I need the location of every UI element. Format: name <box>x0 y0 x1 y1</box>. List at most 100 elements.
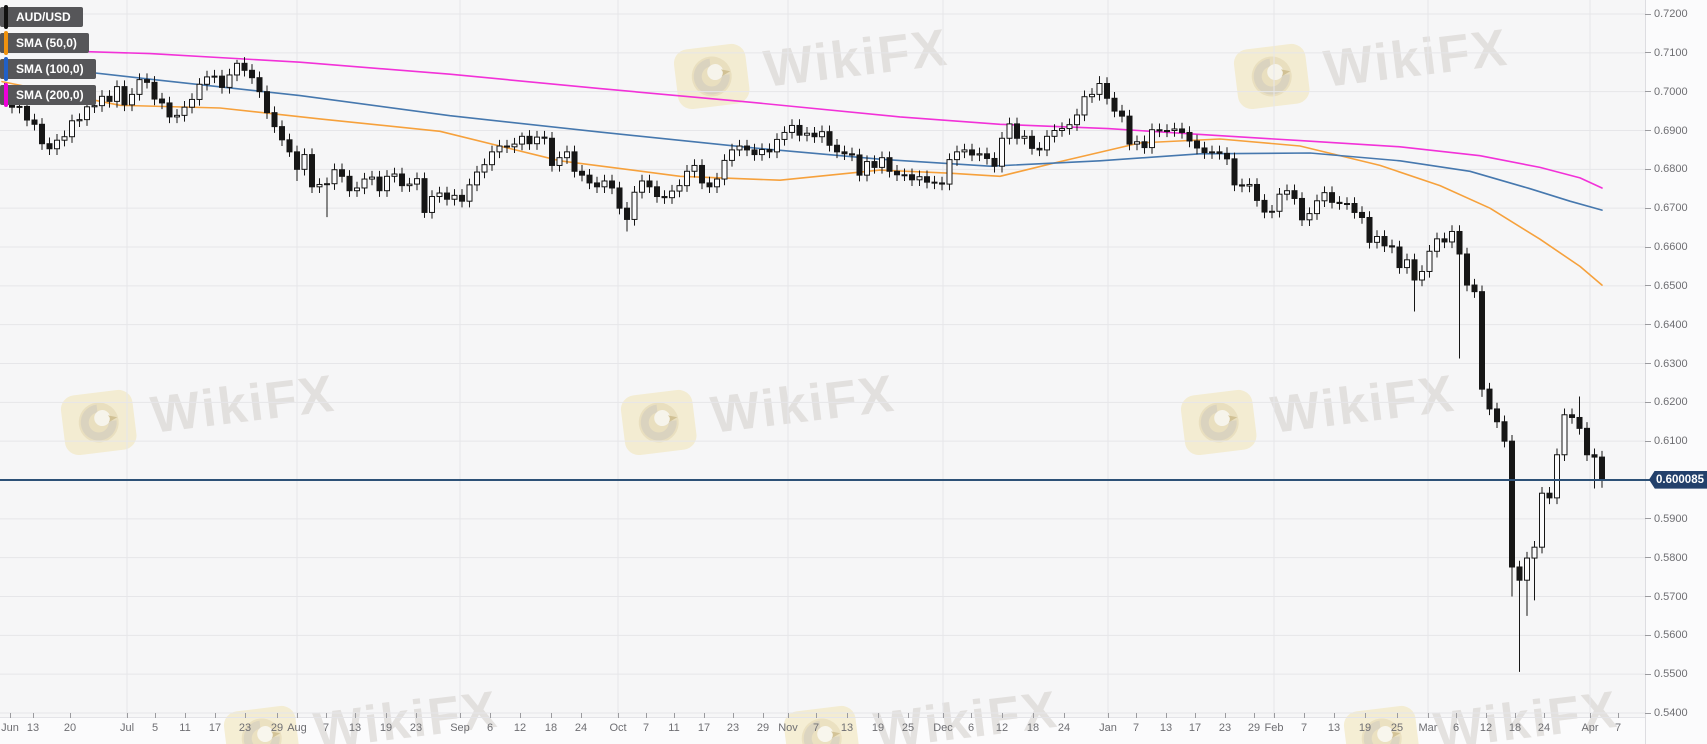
candle <box>999 137 1005 167</box>
x-axis-tick <box>1002 713 1003 718</box>
candle <box>504 145 510 148</box>
candle <box>316 183 323 188</box>
candle <box>1419 270 1425 281</box>
candle <box>31 119 38 125</box>
x-axis-label: 13 <box>348 722 362 734</box>
candle <box>264 91 270 114</box>
y-axis-tick <box>1645 91 1651 93</box>
candle <box>444 192 450 200</box>
candle <box>339 169 345 177</box>
candle <box>1314 200 1320 215</box>
x-axis-label: 13 <box>1159 722 1173 734</box>
candle <box>631 191 638 220</box>
x-axis-tick <box>1304 713 1305 718</box>
x-axis-label: 24 <box>1537 722 1551 734</box>
candle <box>219 75 225 88</box>
x-axis-tick <box>1590 713 1591 718</box>
x-axis-tick <box>416 713 417 718</box>
x-axis-tick <box>1166 713 1167 718</box>
x-axis-tick <box>1033 713 1034 718</box>
candle <box>1006 123 1013 139</box>
candle <box>511 143 518 148</box>
y-axis-label: 0.6200 <box>1654 396 1688 409</box>
candle <box>1389 245 1395 248</box>
y-axis-tick <box>1645 52 1651 54</box>
candle <box>946 159 953 185</box>
x-axis-tick <box>1486 713 1487 718</box>
candle <box>1224 152 1230 160</box>
x-axis-label: Jan <box>1099 722 1117 734</box>
candle <box>571 151 578 172</box>
x-axis-tick <box>971 713 972 718</box>
candle <box>871 161 878 168</box>
y-axis-label: 0.5700 <box>1654 590 1688 603</box>
candle <box>969 149 975 156</box>
price-axis-area[interactable] <box>1645 0 1707 744</box>
x-axis-tick <box>520 713 521 718</box>
legend-item-sma50[interactable]: SMA (50,0) <box>0 31 89 55</box>
candle <box>1509 440 1515 568</box>
candle <box>609 180 615 189</box>
candle <box>991 157 998 167</box>
candle <box>1134 141 1140 145</box>
legend-item-sma200[interactable]: SMA (200,0) <box>0 83 96 107</box>
candle <box>166 102 173 118</box>
y-axis-tick <box>1645 712 1651 714</box>
sma100-label: SMA (100,0) <box>16 62 84 76</box>
candle <box>706 182 713 188</box>
candle <box>324 183 330 186</box>
y-axis-label: 0.5600 <box>1654 629 1688 642</box>
candle <box>1021 135 1028 139</box>
y-axis-tick <box>1645 130 1651 131</box>
x-axis-tick <box>70 713 71 718</box>
candle <box>16 105 23 108</box>
x-axis-tick <box>674 713 675 718</box>
candle <box>1546 492 1553 499</box>
candle <box>1381 236 1388 247</box>
symbol-color-bar <box>4 5 8 29</box>
x-axis-tick <box>581 713 582 718</box>
legend-item-symbol[interactable]: AUD/USD <box>0 5 83 29</box>
candle <box>669 190 675 199</box>
candle <box>1074 114 1080 126</box>
candle <box>1299 197 1305 221</box>
candle <box>121 86 128 106</box>
candle <box>654 186 660 198</box>
x-axis-tick <box>1456 713 1457 718</box>
x-axis-label: 19 <box>1358 722 1372 734</box>
candle <box>196 83 203 100</box>
candle <box>1306 213 1313 221</box>
x-axis-label: 12 <box>513 722 527 734</box>
candle <box>1471 284 1478 293</box>
x-axis-tick <box>1136 713 1137 718</box>
candle <box>1464 253 1470 286</box>
legend-item-sma100[interactable]: SMA (100,0) <box>0 57 96 81</box>
candle <box>819 131 825 138</box>
candle <box>226 74 233 88</box>
x-axis-label: 12 <box>1479 722 1493 734</box>
candle <box>736 145 743 151</box>
x-axis-label: 6 <box>486 722 494 734</box>
candle <box>1569 414 1575 418</box>
x-axis-label: 23 <box>238 722 252 734</box>
candle <box>1239 184 1245 187</box>
candle <box>579 170 585 176</box>
y-axis-label: 0.5400 <box>1654 707 1688 719</box>
x-axis-label: 6 <box>967 722 975 734</box>
candle <box>489 151 495 166</box>
y-axis-label: 0.5900 <box>1654 512 1688 525</box>
y-axis-label: 0.5500 <box>1654 668 1688 681</box>
candle <box>1126 115 1133 145</box>
candle <box>1044 135 1050 151</box>
candle <box>534 136 540 145</box>
x-axis-label: 29 <box>756 722 770 734</box>
candle <box>1599 456 1605 481</box>
x-axis-tick <box>908 713 909 718</box>
y-axis-label: 0.6500 <box>1654 279 1688 292</box>
x-axis-tick <box>704 713 705 718</box>
candle <box>384 175 390 192</box>
x-axis-label: 7 <box>1300 722 1308 734</box>
candle <box>414 178 420 185</box>
candle <box>144 79 150 83</box>
